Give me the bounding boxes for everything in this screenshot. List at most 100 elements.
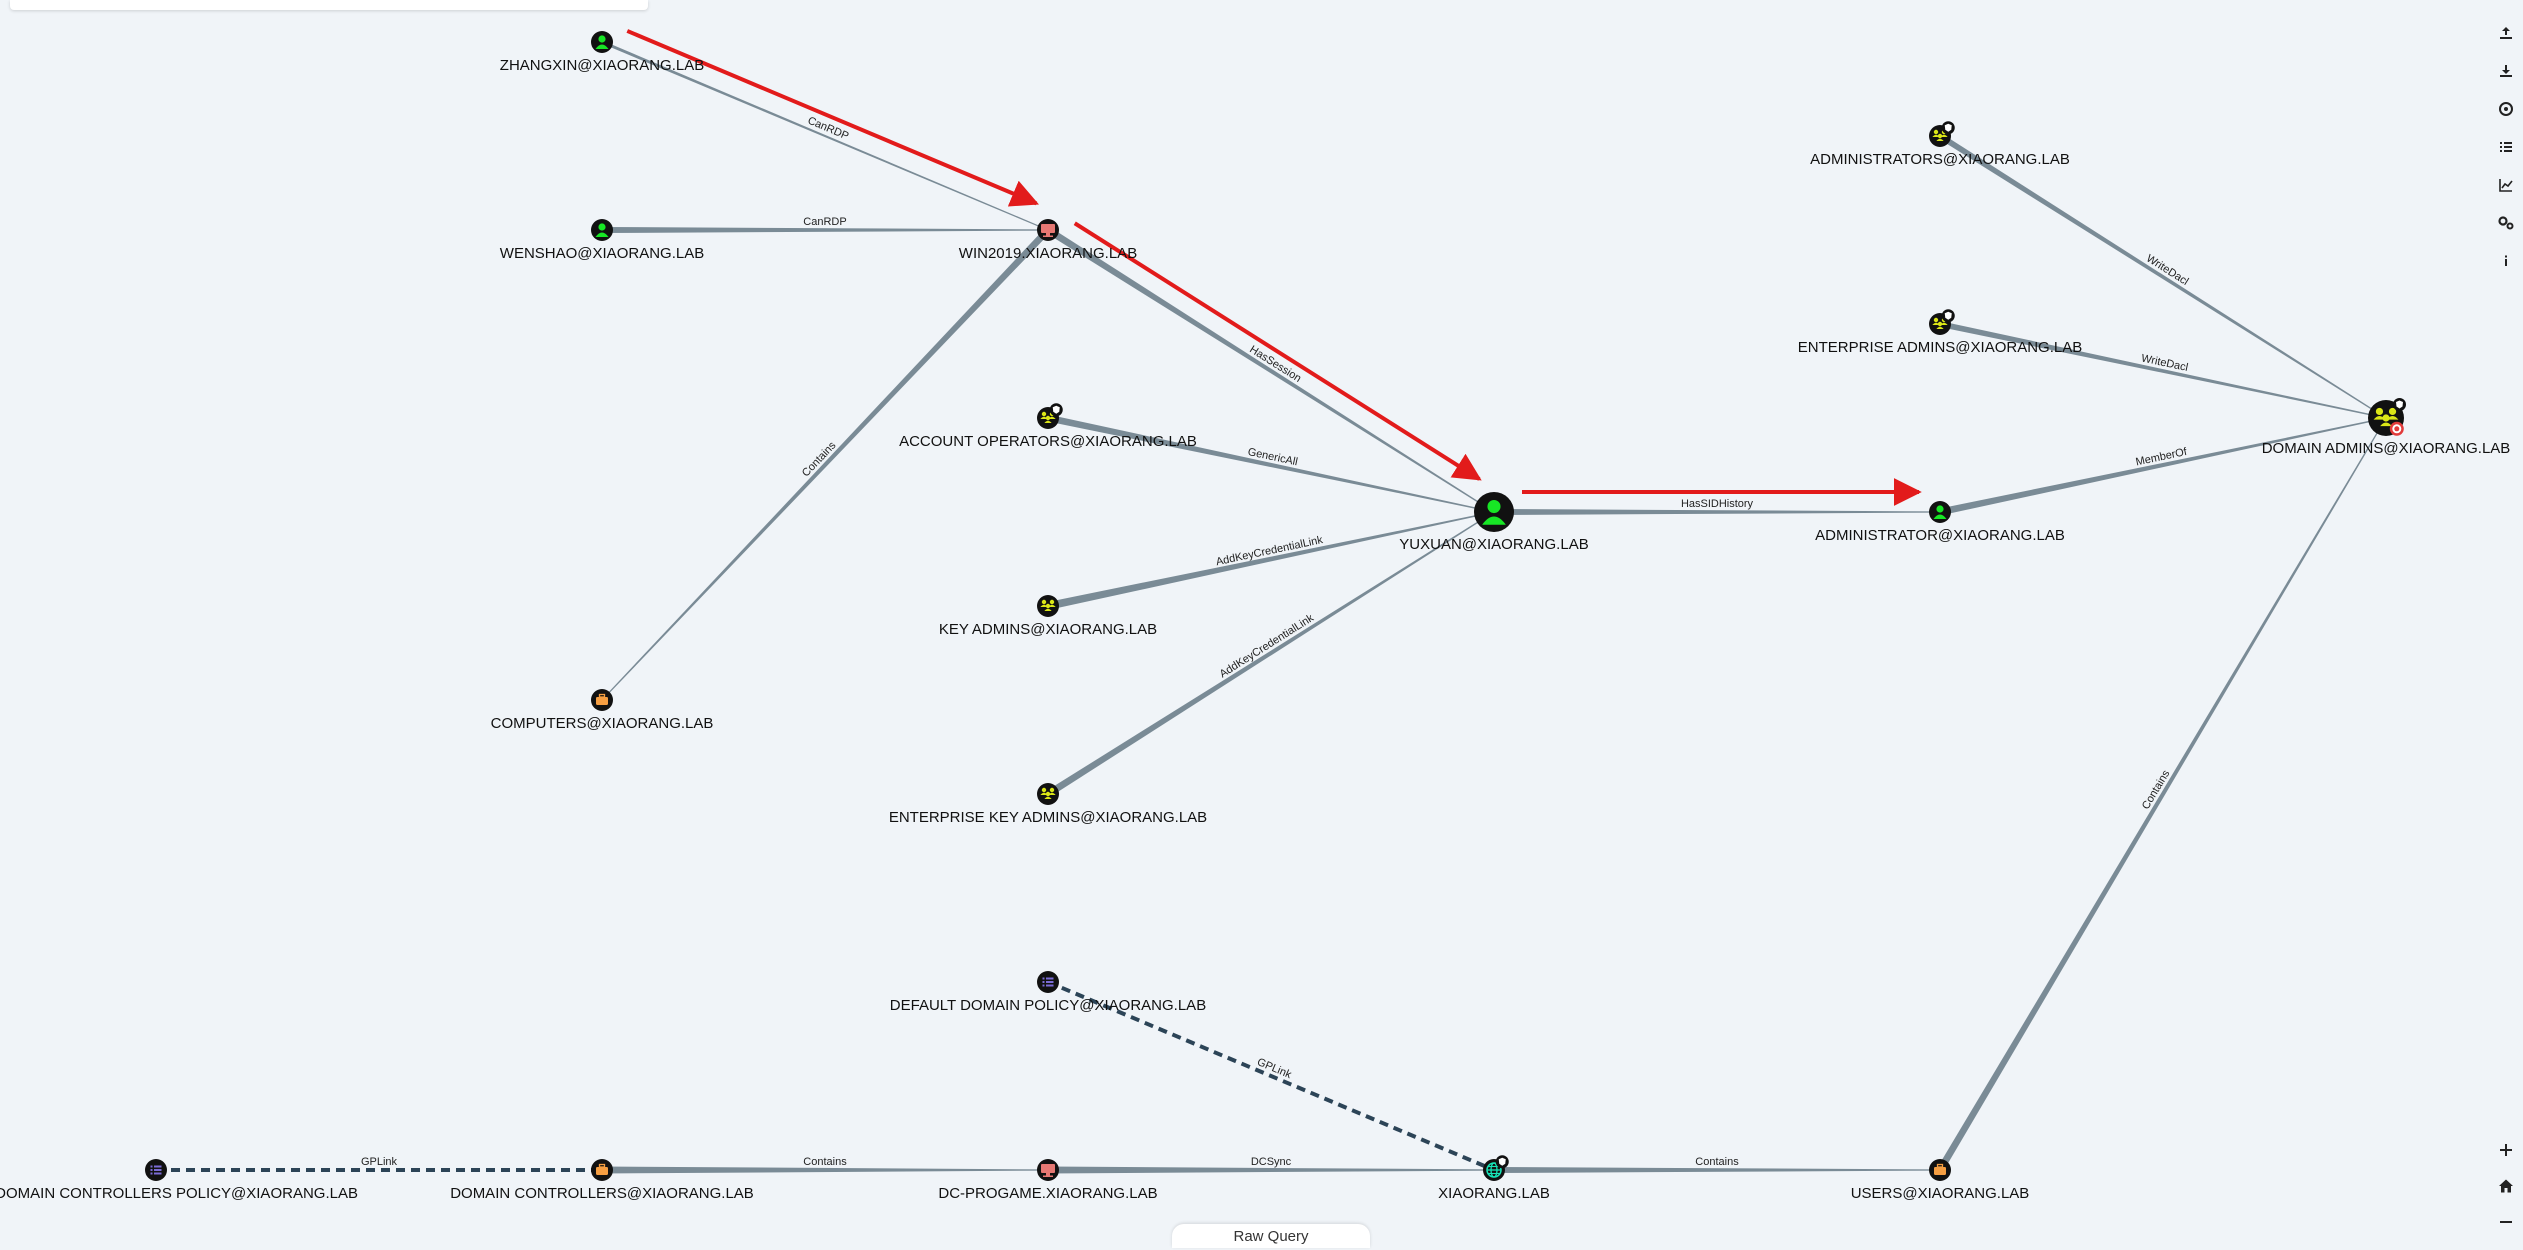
edge-ddcp-dcs[interactable]: GPLink [156,1156,602,1172]
node-win2019[interactable]: WIN2019.XIAORANG.LAB [959,219,1137,262]
target-icon[interactable] [2491,90,2521,128]
group-icon [1037,783,1059,805]
node-label: DOMAIN CONTROLLERS@XIAORANG.LAB [450,1185,754,1202]
edge-line [1494,1167,1940,1173]
edge-label: CanRDP [803,216,846,228]
edge-line [1939,321,2387,419]
node-keyadmins[interactable]: KEY ADMINS@XIAORANG.LAB [939,595,1157,638]
node-dcprogame[interactable]: DC-PROGAME.XIAORANG.LAB [938,1159,1158,1202]
shield-badge-icon [1049,403,1063,417]
edge-line [1047,980,1495,1172]
edge-domain-users[interactable]: Contains [1494,1156,1940,1173]
node-administrator[interactable]: ADMINISTRATOR@XIAORANG.LAB [1815,501,2065,544]
shield-badge-icon [1941,309,1955,323]
search-panel[interactable] [10,0,648,10]
node-label: ACCOUNT OPERATORS@XIAORANG.LAB [899,433,1197,450]
edge-line [601,227,1051,701]
edge-label: Contains [803,1156,847,1168]
edge-keyadmins-yuxuan[interactable]: AddKeyCredentialLink [1047,511,1495,610]
edge-win2019-yuxuan[interactable]: HasSession [1046,227,1495,513]
edge-acctops-yuxuan[interactable]: GenericAll [1047,414,1495,513]
group-icon [1037,595,1059,617]
settings-icon[interactable] [2491,204,2521,242]
edge-line [1939,417,2387,516]
edge-yuxuan-administrator[interactable]: HasSIDHistory [1494,498,1940,515]
computer-icon [1037,1159,1059,1181]
node-domain[interactable]: XIAORANG.LAB [1438,1155,1550,1202]
edge-line [1047,511,1495,610]
edge-label: AddKeyCredentialLink [1218,612,1317,681]
node-administrators[interactable]: ADMINISTRATORS@XIAORANG.LAB [1810,121,2070,168]
node-dcs[interactable]: DOMAIN CONTROLLERS@XIAORANG.LAB [450,1159,754,1202]
chart-icon[interactable] [2491,166,2521,204]
node-label: ENTERPRISE KEY ADMINS@XIAORANG.LAB [889,809,1207,826]
edge-administrator-domainadmins[interactable]: MemberOf [1939,417,2387,516]
node-label: ADMINISTRATOR@XIAORANG.LAB [1815,527,2065,544]
edge-dcs-dcprogame[interactable]: Contains [602,1156,1048,1174]
computer-icon [1037,219,1059,241]
edge-label: GPLink [361,1156,398,1168]
user-icon [1929,501,1951,523]
gpo-icon [1037,971,1059,993]
gpo-icon [145,1159,167,1181]
target-badge-icon [2389,421,2404,436]
node-ddcp[interactable]: AULT DOMAIN CONTROLLERS POLICY@XIAORANG.… [0,1159,358,1202]
edge-line [1494,509,1940,515]
user-icon [591,31,613,53]
home-icon[interactable] [2491,1168,2521,1204]
node-label: ZHANGXIN@XIAORANG.LAB [500,57,704,74]
zoom-in-icon[interactable] [2491,1132,2521,1168]
node-label: AULT DOMAIN CONTROLLERS POLICY@XIAORANG.… [0,1185,358,1202]
edge-line [602,227,1048,233]
node-label: KEY ADMINS@XIAORANG.LAB [939,621,1157,638]
node-label: ENTERPRISE ADMINS@XIAORANG.LAB [1798,339,2082,356]
node-wenshao[interactable]: WENSHAO@XIAORANG.LAB [500,219,704,262]
upload-icon[interactable] [2491,14,2521,52]
node-yuxuan[interactable]: YUXUAN@XIAORANG.LAB [1399,492,1589,553]
edge-line [602,1166,1048,1174]
info-icon[interactable] [2491,242,2521,280]
shield-badge-icon [1495,1155,1509,1169]
ou-icon [591,1159,613,1181]
node-users[interactable]: USERS@XIAORANG.LAB [1851,1159,2030,1202]
raw-query-button[interactable]: Raw Query [1172,1224,1370,1248]
right-toolbar [2489,14,2523,280]
node-label: WENSHAO@XIAORANG.LAB [500,245,704,262]
node-label: YUXUAN@XIAORANG.LAB [1399,536,1588,553]
node-entkeyadmins[interactable]: ENTERPRISE KEY ADMINS@XIAORANG.LAB [889,783,1207,826]
edge-administrators-domainadmins[interactable]: WriteDacl [1938,133,2387,419]
node-domainadmins[interactable]: DOMAIN ADMINS@XIAORANG.LAB [2262,398,2511,457]
node-label: COMPUTERS@XIAORANG.LAB [491,715,714,732]
edge-line [1936,417,2387,1172]
edge-line [1048,1166,1494,1174]
edge-label: HasSIDHistory [1681,498,1754,510]
attack-path-arrow [626,29,1039,207]
edge-line [1046,511,1495,797]
edge-dcprogame-domain[interactable]: DCSync [1048,1156,1494,1174]
shield-badge-icon [1941,121,1955,135]
shield-badge-icon [2393,398,2406,411]
node-label: DC-PROGAME.XIAORANG.LAB [938,1185,1157,1202]
download-icon[interactable] [2491,52,2521,90]
edge-line [1047,414,1495,513]
node-zhangxin[interactable]: ZHANGXIN@XIAORANG.LAB [500,31,704,74]
node-label: DEFAULT DOMAIN POLICY@XIAORANG.LAB [890,997,1206,1014]
edge-label: Contains [1695,1156,1739,1168]
node-ddp[interactable]: DEFAULT DOMAIN POLICY@XIAORANG.LAB [890,971,1206,1014]
node-label: ADMINISTRATORS@XIAORANG.LAB [1810,151,2070,168]
node-acctops[interactable]: ACCOUNT OPERATORS@XIAORANG.LAB [899,403,1197,450]
zoom-out-icon[interactable] [2491,1204,2521,1240]
edge-wenshao-win2019[interactable]: CanRDP [602,216,1048,233]
edge-entadmins-domainadmins[interactable]: WriteDacl [1939,321,2387,419]
user-icon [591,219,613,241]
edge-label: DCSync [1251,1156,1292,1168]
ou-icon [1929,1159,1951,1181]
node-entadmins[interactable]: ENTERPRISE ADMINS@XIAORANG.LAB [1798,309,2082,356]
zoom-controls [2489,1132,2523,1240]
node-computers[interactable]: COMPUTERS@XIAORANG.LAB [491,689,714,732]
list-icon[interactable] [2491,128,2521,166]
edge-line [601,40,1049,231]
edge-line [1938,133,2387,419]
edge-line [1046,227,1495,513]
